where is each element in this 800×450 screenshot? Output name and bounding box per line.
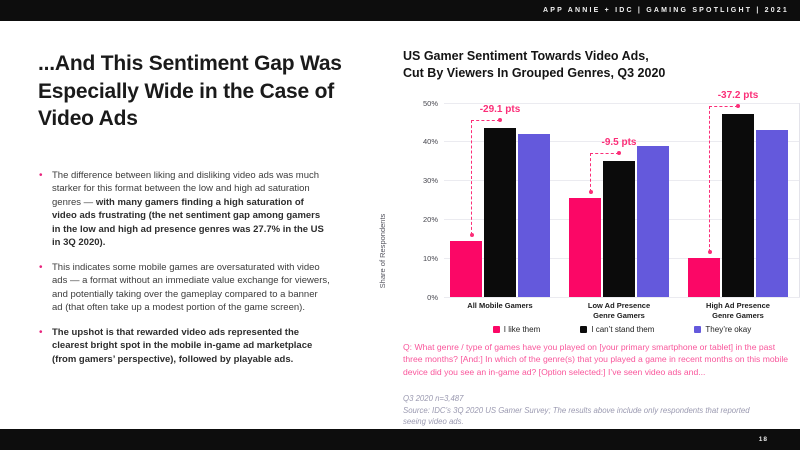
- category-label: High Ad Presence Genre Gamers: [706, 301, 770, 321]
- annotation-arrow-vertical: [590, 153, 591, 193]
- bullet-text: This indicates some mobile games are ove…: [52, 261, 330, 314]
- bullet-text: The upshot is that rewarded video ads re…: [52, 326, 313, 365]
- bar-i-like-them: [450, 240, 482, 297]
- bar-they-re-okay: [518, 134, 550, 297]
- bar-they-re-okay: [637, 145, 669, 297]
- annotation-dot: [469, 232, 474, 237]
- bar-i-can-t-stand-them: [722, 113, 754, 297]
- slide-headline: ...And This Sentiment Gap Was Especially…: [38, 52, 342, 130]
- annotation-label: -37.2 pts: [717, 89, 759, 101]
- chart-panel: US Gamer Sentiment Towards Video Ads, Cu…: [378, 48, 800, 426]
- bar-i-like-them: [688, 258, 720, 297]
- legend-label: I can’t stand them: [591, 325, 655, 334]
- annotation-arrow-vertical: [471, 119, 472, 235]
- bar-i-can-t-stand-them: [484, 127, 516, 297]
- legend-swatch: [492, 326, 500, 333]
- legend-swatch: [694, 326, 702, 333]
- chart-plot: 0% 10% 20% 30% 40% 50% -29.1 pts -9.5 pts -37.2 …: [423, 90, 800, 302]
- bottom-bar: 18: [0, 429, 800, 450]
- annotation-label: -9.5 pts: [601, 137, 637, 149]
- report-title: APP ANNIE + IDC | GAMING SPOTLIGHT | 202…: [542, 7, 789, 14]
- annotation-dot: [498, 117, 502, 122]
- legend-item: They’re okay: [694, 325, 751, 334]
- y-tick-label: 30%: [422, 176, 438, 186]
- legend-label: I like them: [503, 325, 541, 334]
- y-tick-label: 50%: [422, 98, 438, 108]
- category-label: Low Ad Presence Genre Gamers: [587, 301, 651, 321]
- bullet-text: with many gamers finding a high saturati…: [52, 196, 324, 249]
- bar-they-re-okay: [756, 130, 788, 297]
- y-tick-label: 0%: [427, 292, 438, 302]
- annotation-dot: [736, 103, 740, 108]
- left-panel: ...And This Sentiment Gap Was Especially…: [38, 50, 350, 377]
- bullet-item: This indicates some mobile games are ove…: [38, 261, 330, 315]
- bullet-item: The difference between liking and dislik…: [38, 169, 330, 250]
- y-tick-label: 10%: [422, 253, 438, 263]
- survey-question: Q: What genre / type of games have you p…: [403, 342, 789, 377]
- y-tick-label: 20%: [422, 214, 438, 224]
- bar-i-like-them: [569, 198, 601, 297]
- bullet-item: The upshot is that rewarded video ads re…: [38, 326, 330, 367]
- top-bar: APP ANNIE + IDC | GAMING SPOTLIGHT | 202…: [0, 0, 800, 21]
- gridline: [444, 141, 800, 143]
- annotation-label: -29.1 pts: [479, 103, 521, 115]
- annotation-dot: [617, 151, 621, 156]
- sample-size: Q3 2020 n=3,487: [403, 394, 464, 403]
- bar-i-can-t-stand-them: [603, 161, 635, 297]
- annotation-dot: [707, 250, 712, 255]
- y-axis-label: Share of Respondents: [378, 213, 387, 289]
- gridline: [444, 296, 800, 298]
- source-note: Source: IDC’s 3Q 2020 US Gamer Survey; T…: [403, 406, 750, 427]
- annotation-arrow-vertical: [709, 105, 710, 253]
- legend-swatch: [580, 326, 588, 333]
- legend-label: They’re okay: [705, 325, 752, 334]
- chart-title: US Gamer Sentiment Towards Video Ads, Cu…: [403, 49, 666, 80]
- bullet-list: The difference between liking and dislik…: [38, 169, 330, 367]
- gridline: [444, 102, 800, 104]
- page-number: 18: [758, 436, 768, 443]
- annotation-arrow-horizontal: [709, 105, 738, 107]
- annotation-dot: [588, 190, 593, 195]
- legend-item: I like them: [492, 325, 541, 334]
- bullet-text: The difference between liking and dislik…: [52, 169, 320, 208]
- annotation-arrow-horizontal: [471, 119, 500, 121]
- chart-legend: I like them I can’t stand them They’re oka…: [444, 325, 800, 334]
- y-tick-label: 40%: [422, 137, 438, 147]
- annotation-arrow-horizontal: [590, 153, 619, 155]
- legend-item: I can’t stand them: [580, 325, 654, 334]
- category-label: All Mobile Gamers: [467, 301, 533, 310]
